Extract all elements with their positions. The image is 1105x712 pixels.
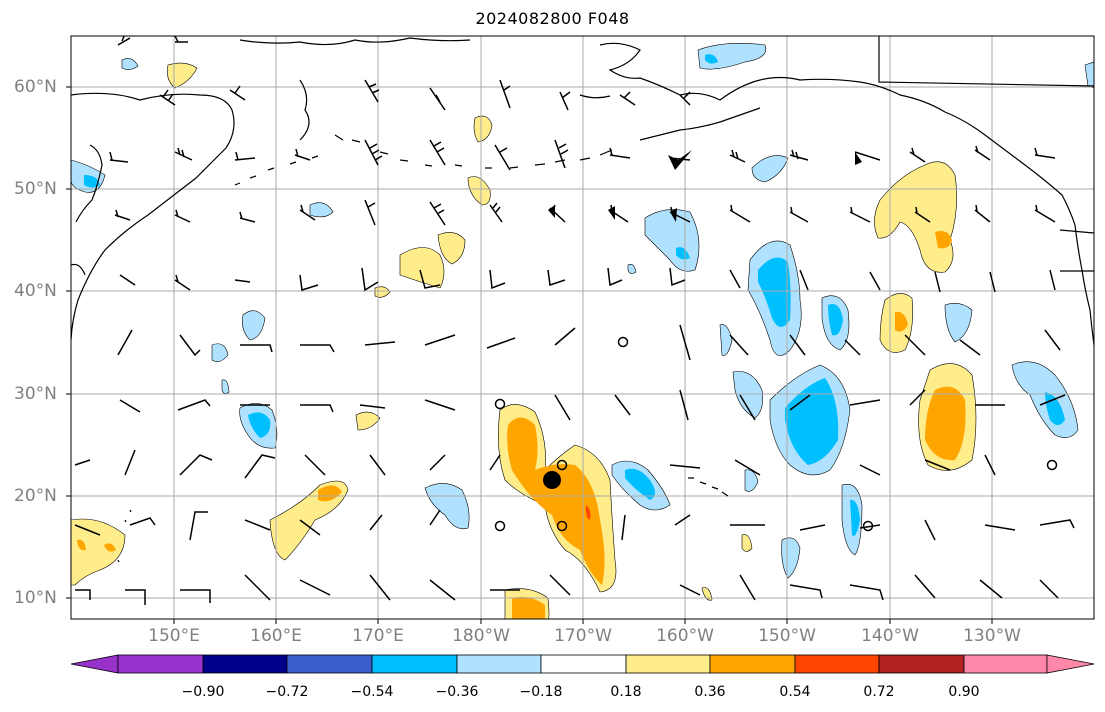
- colorbar-segment: [963, 654, 1048, 674]
- station-circle-icon: [556, 520, 568, 532]
- colorbar-tick-label: −0.54: [350, 684, 394, 700]
- anomaly-shading: [71, 43, 1094, 619]
- station-circle-icon: [862, 520, 874, 532]
- colorbar-segment: [709, 654, 796, 674]
- colorbar-tick-label: 0.90: [948, 684, 980, 700]
- lat-label-30n: 30°N: [14, 384, 57, 404]
- lat-label-50n: 50°N: [14, 179, 57, 199]
- colorbar-segment: [794, 654, 880, 674]
- lon-label-150w: 150°W: [758, 626, 816, 646]
- colorbar-extend-low: [70, 654, 119, 674]
- lon-label-170e: 170°E: [352, 626, 404, 646]
- lon-label-160e: 160°E: [250, 626, 302, 646]
- colorbar-extend-high: [1046, 654, 1095, 674]
- colorbar-segment: [202, 654, 288, 674]
- colorbar-tick-label: −0.72: [265, 684, 309, 700]
- tick-marks: [66, 86, 993, 624]
- station-circle-icon: [556, 459, 568, 471]
- colorbar-segment: [540, 654, 627, 674]
- lat-label-10n: 10°N: [14, 588, 57, 608]
- station-circle-icon: [494, 520, 506, 532]
- map-title: 2024082800 F048: [475, 9, 630, 28]
- lon-label-140w: 140°W: [861, 626, 919, 646]
- colorbar-tick-label: −0.90: [181, 684, 225, 700]
- lat-label-40n: 40°N: [14, 281, 57, 301]
- wind-flags: [548, 150, 862, 222]
- lon-label-130w: 130°W: [963, 626, 1021, 646]
- station-circle-icon: [494, 398, 506, 410]
- colorbar-tick-label: 0.72: [863, 684, 895, 700]
- colorbar-tick-label: 0.54: [779, 684, 811, 700]
- colorbar-segment: [286, 654, 373, 674]
- storm-center-dot-icon: [543, 471, 561, 489]
- colorbar-segment: [371, 654, 458, 674]
- wind-barbs: [74, 36, 1075, 605]
- colorbar-tick-label: 0.36: [694, 684, 726, 700]
- lon-label-150e: 150°E: [148, 626, 200, 646]
- station-circles: [494, 336, 1058, 532]
- colorbar: [70, 654, 1095, 674]
- colorbar-tick-label: 0.18: [610, 684, 642, 700]
- lat-label-20n: 20°N: [14, 486, 57, 506]
- station-circle-icon: [617, 336, 629, 348]
- station-circle-icon: [1046, 459, 1058, 471]
- lon-label-170w: 170°W: [554, 626, 612, 646]
- colorbar-segment: [456, 654, 542, 674]
- colorbar-tick-label: −0.36: [435, 684, 479, 700]
- colorbar-segment: [117, 654, 204, 674]
- gridlines: [71, 36, 1094, 619]
- lon-label-160w: 160°W: [656, 626, 714, 646]
- lat-label-60n: 60°N: [14, 77, 57, 97]
- lon-label-180w: 180°W: [452, 626, 510, 646]
- colorbar-segment: [878, 654, 965, 674]
- colorbar-segment: [625, 654, 711, 674]
- colorbar-tick-label: −0.18: [519, 684, 563, 700]
